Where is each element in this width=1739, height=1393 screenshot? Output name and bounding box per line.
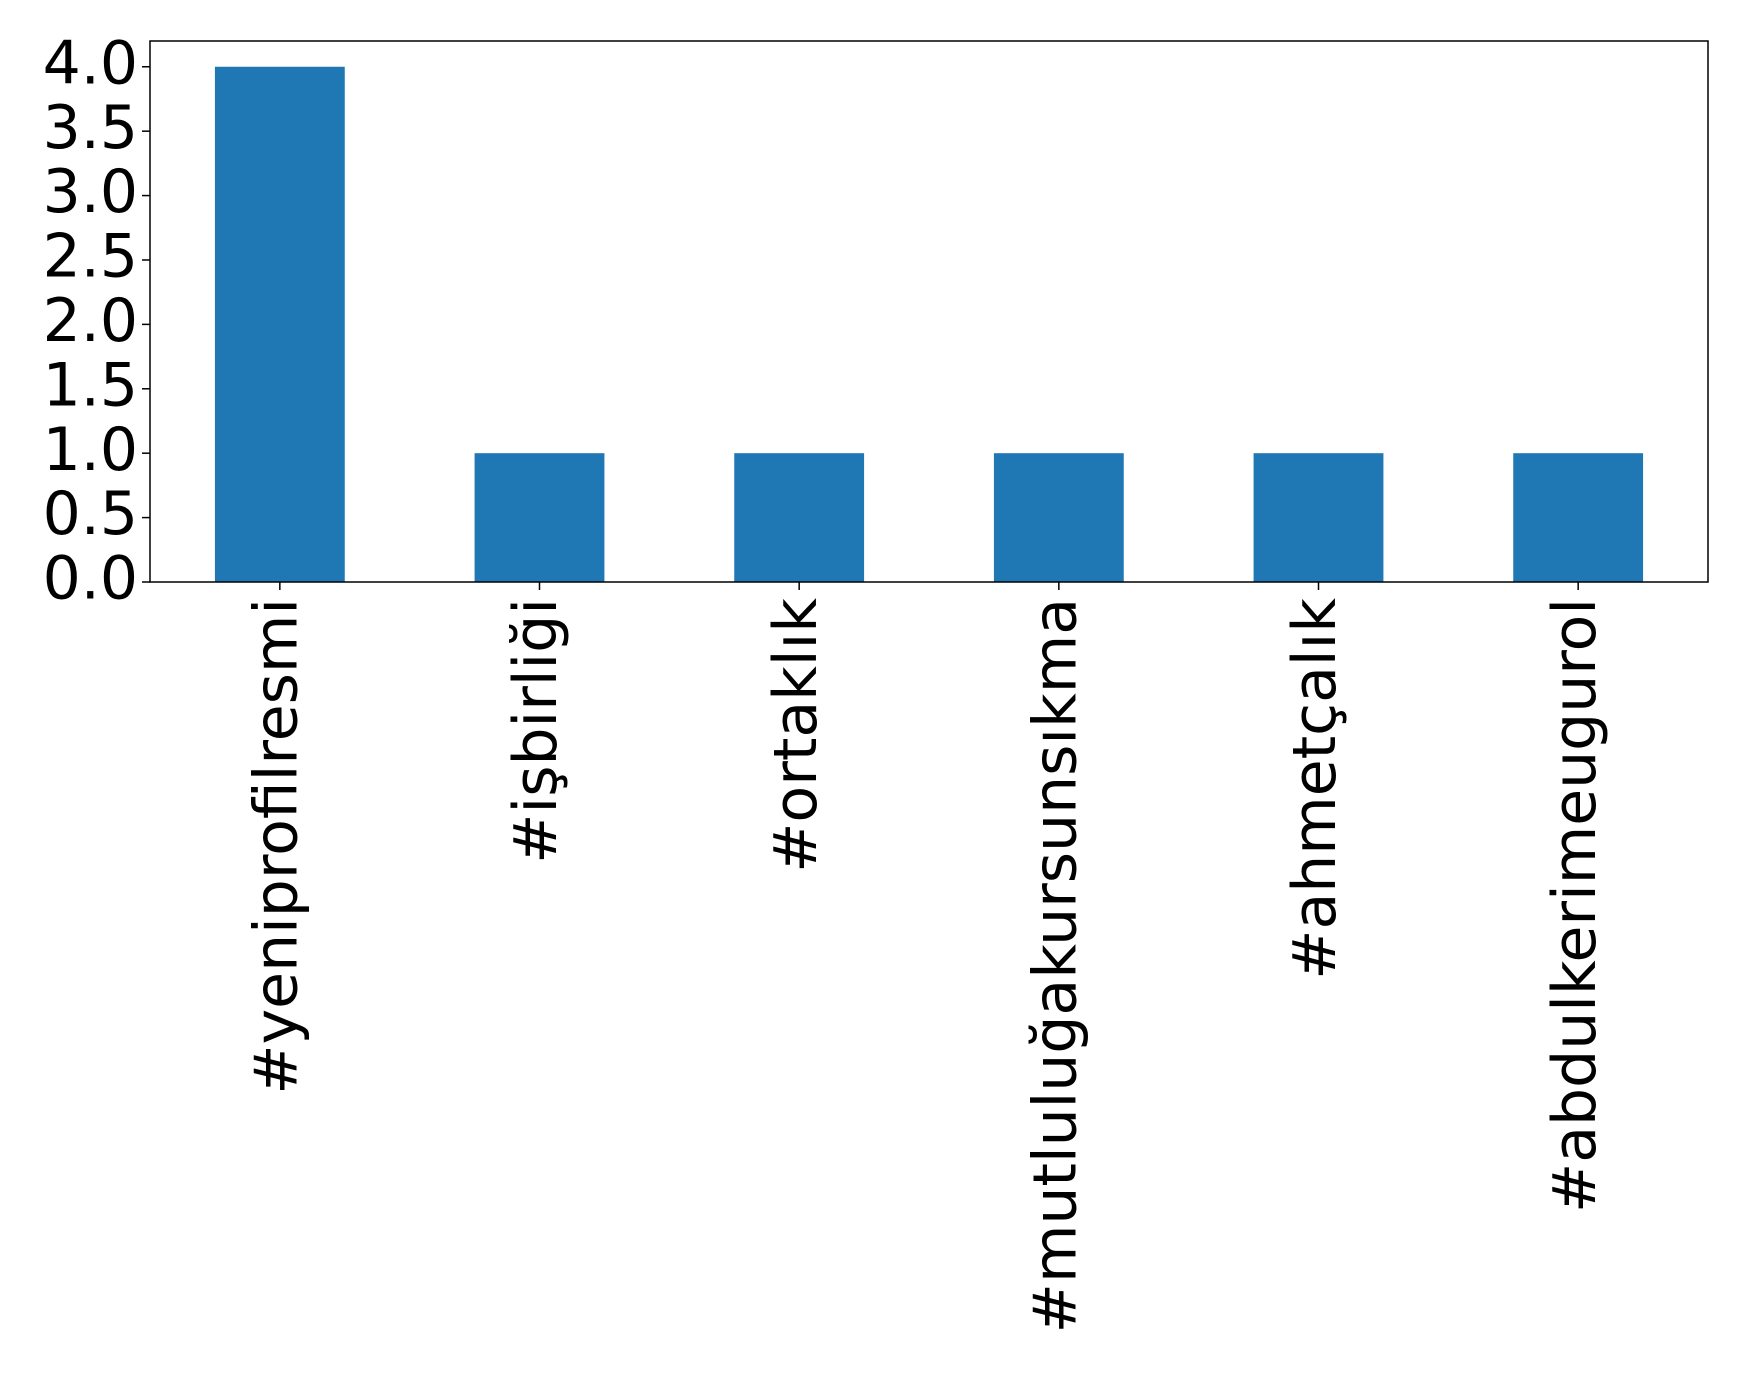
y-tick-label: 0.5	[43, 479, 138, 549]
bar	[1513, 453, 1644, 582]
bar	[214, 66, 345, 582]
plot-frame	[149, 40, 1709, 583]
y-tick-label: 2.0	[43, 286, 138, 356]
x-tick-label: #abdulkerimeugurol	[1540, 598, 1610, 1213]
bar	[1253, 453, 1384, 582]
y-tick-label: 3.5	[43, 93, 138, 163]
bar	[474, 453, 605, 582]
y-tick-label: 1.5	[43, 350, 138, 420]
x-tick-label: #işbirliği	[501, 598, 571, 864]
y-tick-label: 1.0	[43, 415, 138, 485]
y-tick-label: 0.0	[43, 544, 138, 614]
x-tick-label: #ortaklık	[761, 598, 831, 873]
bar	[734, 453, 865, 582]
y-tick-label: 2.5	[43, 222, 138, 292]
y-tick-label: 3.0	[43, 157, 138, 227]
x-tick-label: #mutluluğakursunsıkma	[1020, 598, 1090, 1333]
x-tick-label: #yeniprofilresmi	[241, 598, 311, 1095]
bar	[993, 453, 1124, 582]
x-tick-label: #ahmetçalık	[1280, 598, 1350, 980]
y-tick-label: 4.0	[43, 28, 138, 98]
